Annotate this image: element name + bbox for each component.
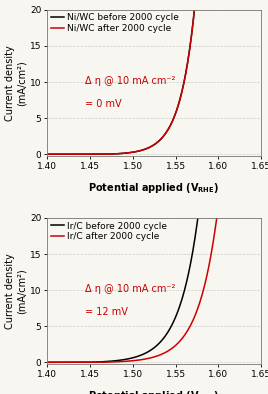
Ir/C before 2000 cycle [170,323,173,328]
Ni/WC before 2000 cycle [170,121,173,126]
Ni/WC after 2000 cycle [45,152,49,156]
Text: = 0 mV: = 0 mV [85,98,122,109]
Line: Ir/C after 2000 cycle: Ir/C after 2000 cycle [47,214,261,362]
Ir/C before 2000 cycle [230,212,233,217]
Ir/C after 2000 cycle [260,212,263,217]
Ir/C after 2000 cycle [230,212,233,217]
Line: Ni/WC after 2000 cycle: Ni/WC after 2000 cycle [47,6,261,154]
Ni/WC after 2000 cycle [230,4,233,9]
Ir/C before 2000 cycle [176,311,179,316]
Line: Ni/WC before 2000 cycle: Ni/WC before 2000 cycle [47,6,261,154]
Ni/WC after 2000 cycle [260,4,263,9]
Ni/WC before 2000 cycle [45,152,49,156]
Ir/C before 2000 cycle [208,212,211,217]
Ni/WC after 2000 cycle [176,107,179,112]
Ni/WC after 2000 cycle [182,82,185,87]
Ni/WC before 2000 cycle [208,4,211,9]
Ir/C after 2000 cycle [170,346,173,351]
Ir/C after 2000 cycle [45,360,49,365]
Text: Δ η @ 10 mA cm⁻²: Δ η @ 10 mA cm⁻² [85,284,176,294]
Text: Potential applied ($\mathregular{V_{RHE}}$): Potential applied ($\mathregular{V_{RHE}… [88,388,220,394]
Ir/C before 2000 cycle [45,360,49,365]
Ir/C before 2000 cycle [182,292,185,296]
Ir/C before 2000 cycle [197,212,200,217]
Ir/C after 2000 cycle [182,335,185,339]
Ni/WC after 2000 cycle [170,121,173,126]
Ni/WC after 2000 cycle [193,4,197,9]
Ni/WC before 2000 cycle [182,82,185,87]
Ni/WC before 2000 cycle [176,107,179,112]
Y-axis label: Current density
(mA/cm²): Current density (mA/cm²) [5,45,27,121]
Text: Δ η @ 10 mA cm⁻²: Δ η @ 10 mA cm⁻² [85,76,176,85]
Legend: Ir/C before 2000 cycle, Ir/C after 2000 cycle: Ir/C before 2000 cycle, Ir/C after 2000 … [50,221,168,242]
Ni/WC after 2000 cycle [208,4,211,9]
Ir/C after 2000 cycle [208,260,211,265]
Ni/WC before 2000 cycle [58,152,62,156]
Y-axis label: Current density
(mA/cm²): Current density (mA/cm²) [5,253,27,329]
Ir/C after 2000 cycle [216,212,219,217]
Legend: Ni/WC before 2000 cycle, Ni/WC after 2000 cycle: Ni/WC before 2000 cycle, Ni/WC after 200… [50,13,180,34]
Ni/WC after 2000 cycle [58,152,62,156]
Ni/WC before 2000 cycle [260,4,263,9]
Line: Ir/C before 2000 cycle: Ir/C before 2000 cycle [47,214,261,362]
Ir/C before 2000 cycle [58,360,62,365]
Ni/WC before 2000 cycle [193,4,197,9]
Ni/WC before 2000 cycle [230,4,233,9]
Text: Potential applied ($\mathregular{V_{RHE}}$): Potential applied ($\mathregular{V_{RHE}… [88,180,220,195]
Ir/C after 2000 cycle [176,342,179,346]
Ir/C after 2000 cycle [58,360,62,365]
Text: = 12 mV: = 12 mV [85,307,128,317]
Ir/C before 2000 cycle [260,212,263,217]
